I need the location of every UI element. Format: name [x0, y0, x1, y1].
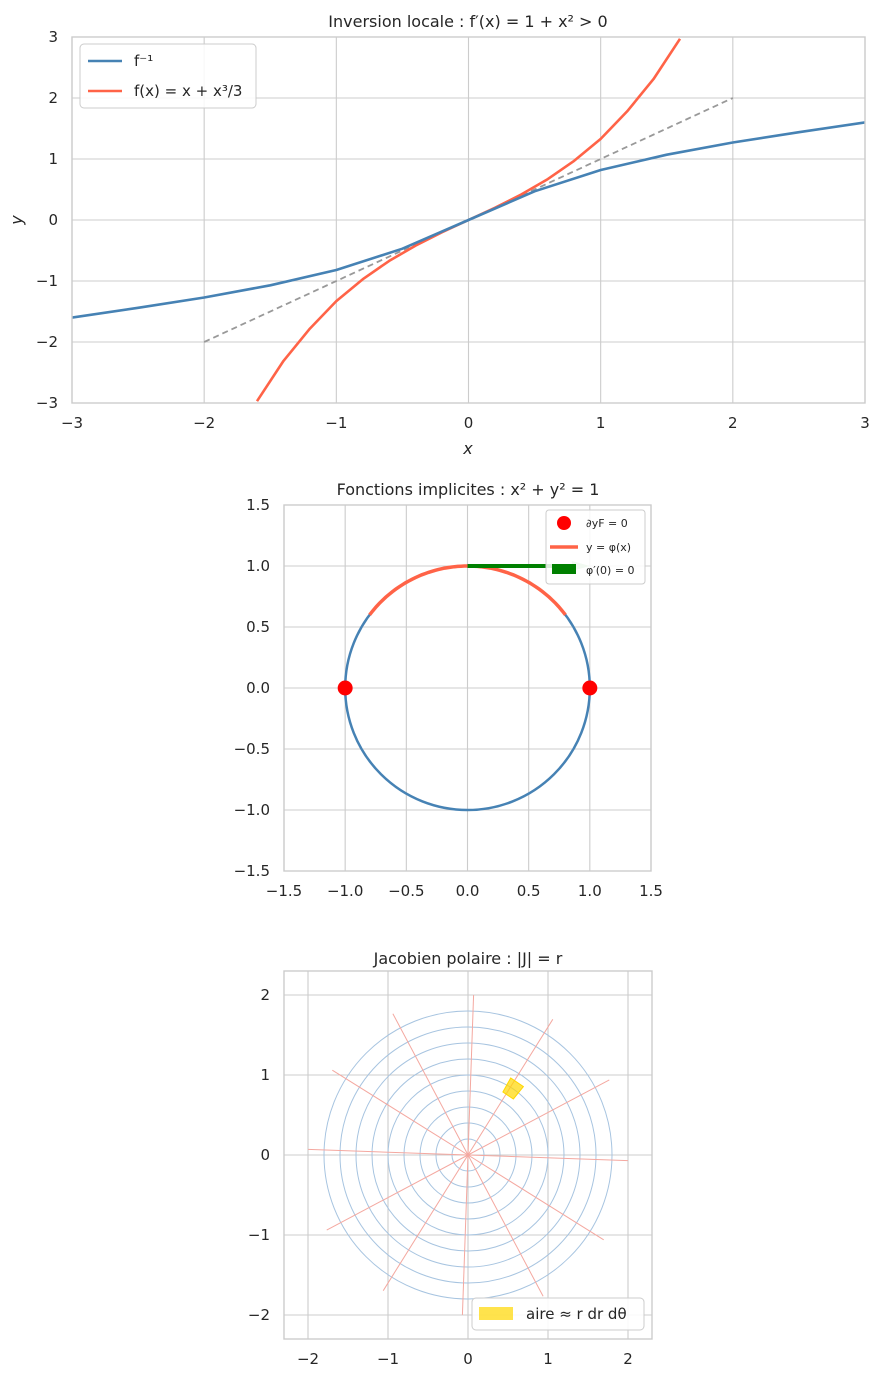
- x-tick-label: −1.5: [266, 882, 302, 900]
- x-tick-label: −1: [325, 414, 347, 432]
- y-tick-label: −1: [36, 272, 58, 290]
- y-tick-label: 0: [48, 211, 58, 229]
- y-tick-label: −2: [36, 333, 58, 351]
- x-tick-label: 3: [860, 414, 870, 432]
- x-tick-label: 0: [464, 414, 474, 432]
- series-line-inverse: [72, 121, 865, 319]
- polar-ray: [467, 1154, 544, 1297]
- y-tick-label: −2: [248, 1306, 270, 1324]
- y-tick-label: −1: [248, 1226, 270, 1244]
- polar-ray: [382, 1154, 469, 1291]
- x-tick-label: 1: [543, 1350, 553, 1368]
- legend-label: aire ≈ r dr dθ: [526, 1305, 627, 1323]
- chart-title: Fonctions implicites : x² + y² = 1: [337, 480, 600, 499]
- legend-marker: [557, 516, 571, 530]
- x-tick-labels: −2 −1 0 1 2: [297, 1350, 633, 1368]
- legend-label: f(x) = x + x³/3: [134, 82, 242, 100]
- polar-circle: [403, 1090, 533, 1220]
- y-tick-label: 2: [48, 89, 58, 107]
- legend-label: φ′(0) = 0: [586, 564, 635, 577]
- y-tick-label: 0: [260, 1146, 270, 1164]
- legend-box: [471, 1297, 645, 1331]
- x-tick-label: −3: [61, 414, 83, 432]
- legend-swatch: [552, 564, 576, 574]
- polar-circle: [323, 1010, 613, 1300]
- x-tick-label: 0: [463, 1350, 473, 1368]
- polar-circle: [339, 1026, 597, 1284]
- polar-ray: [467, 1079, 610, 1156]
- polar-circle: [419, 1106, 517, 1204]
- plot-frame: [283, 504, 652, 872]
- legend-box: [79, 43, 257, 109]
- y-tick-label: 1: [260, 1066, 270, 1084]
- y-tick-label: 3: [48, 28, 58, 46]
- polar-circle: [355, 1042, 581, 1268]
- y-tick-label: −0.5: [234, 740, 270, 758]
- polar-circle: [435, 1122, 501, 1188]
- y-tick-label: 0.0: [246, 679, 270, 697]
- polar-ray: [332, 1069, 469, 1156]
- y-tick-label: 1.0: [246, 557, 270, 575]
- chart-title: Jacobien polaire : |J| = r: [373, 949, 563, 968]
- series-layer: [308, 995, 628, 1315]
- x-axis-label: x: [462, 439, 473, 458]
- x-tick-label: −0.5: [388, 882, 424, 900]
- polar-ray: [461, 1154, 469, 1315]
- x-tick-label: −1: [377, 1350, 399, 1368]
- polar-ray: [467, 1154, 604, 1241]
- y-tick-label: 1.5: [246, 496, 270, 514]
- x-tick-label: 1.5: [639, 882, 663, 900]
- y-tick-label: −1.5: [234, 862, 270, 880]
- y-tick-label: 1: [48, 150, 58, 168]
- y-axis-label: y: [7, 215, 26, 226]
- x-tick-label: 2: [728, 414, 738, 432]
- polar-ray: [326, 1154, 469, 1231]
- legend-label: ∂yF = 0: [586, 517, 628, 530]
- chart-inversion-locale: Inversion locale : f′(x) = 1 + x² > 0 −3…: [7, 12, 870, 458]
- x-tick-label: −2: [193, 414, 215, 432]
- polar-circle: [371, 1058, 565, 1252]
- series-layer: [72, 38, 865, 402]
- critical-point: [582, 680, 598, 696]
- polar-circle: [451, 1138, 485, 1172]
- x-tick-label: 1: [596, 414, 606, 432]
- x-tick-label: 0.5: [517, 882, 541, 900]
- polar-ray: [308, 1148, 469, 1156]
- x-tick-label: 2: [623, 1350, 633, 1368]
- x-tick-label: 1.0: [578, 882, 602, 900]
- polar-ray: [392, 1013, 469, 1156]
- plot-frame: [283, 970, 653, 1340]
- y-tick-label: −3: [36, 394, 58, 412]
- legend-label: y = φ(x): [586, 541, 631, 554]
- x-tick-label: 0.0: [456, 882, 480, 900]
- legend-label: f⁻¹: [134, 52, 153, 70]
- y-tick-labels: −2 −1 0 1 2: [248, 986, 270, 1324]
- polar-ray: [467, 1154, 628, 1162]
- chart-jacobien-polaire: Jacobien polaire : |J| = r −2 −1 0 1 2 −2 −1 0…: [248, 949, 653, 1368]
- y-tick-label: −1.0: [234, 801, 270, 819]
- x-tick-labels: −3 −2 −1 0 1 2 3: [61, 414, 870, 432]
- x-tick-label: −1.0: [327, 882, 363, 900]
- polar-circle: [387, 1074, 549, 1236]
- legend: f⁻¹ f(x) = x + x³/3: [79, 43, 257, 109]
- legend-swatch: [479, 1307, 513, 1320]
- y-tick-labels: −3 −2 −1 0 1 2 3: [36, 28, 58, 412]
- x-tick-labels: −1.5 −1.0 −0.5 0.0 0.5 1.0 1.5: [266, 882, 663, 900]
- y-tick-label: 0.5: [246, 618, 270, 636]
- y-tick-label: 2: [260, 986, 270, 1004]
- critical-point: [337, 680, 353, 696]
- chart-fonctions-implicites: Fonctions implicites : x² + y² = 1 −1.5−…: [234, 480, 663, 900]
- y-tick-labels: −1.5 −1.0 −0.5 0.0 0.5 1.0 1.5: [234, 496, 270, 880]
- x-tick-label: −2: [297, 1350, 319, 1368]
- legend: aire ≈ r dr dθ: [471, 1297, 645, 1331]
- plot-frame: [71, 36, 866, 404]
- area-element: [502, 1077, 525, 1100]
- polar-ray: [467, 995, 475, 1156]
- chart-title: Inversion locale : f′(x) = 1 + x² > 0: [328, 12, 607, 31]
- series-group: [72, 38, 865, 402]
- legend: ∂yF = 0 y = φ(x) φ′(0) = 0: [545, 509, 646, 585]
